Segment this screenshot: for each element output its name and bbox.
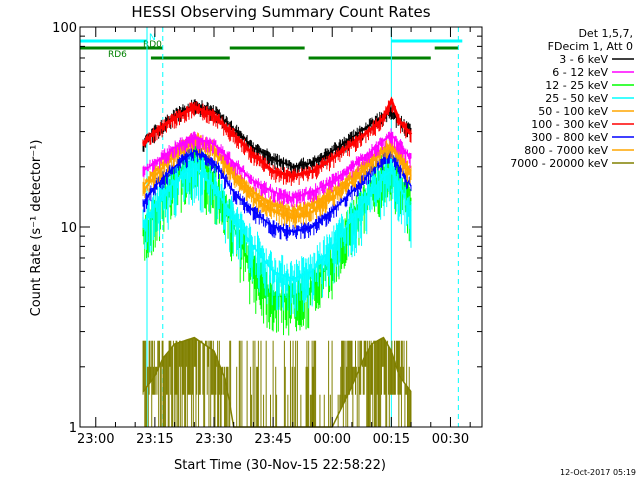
flag-bar-label: N bbox=[149, 33, 156, 43]
x-axis-ticks: 23:00 23:15 23:30 23:45 00:00 00:15 00:30 bbox=[77, 27, 471, 447]
legend-entry-label: 25 - 50 keV bbox=[545, 92, 608, 105]
flag-bar-label: RD6 bbox=[108, 50, 127, 60]
x-axis-label: Start Time (30-Nov-15 22:58:22) bbox=[174, 458, 386, 473]
legend-entry-label: 12 - 25 keV bbox=[545, 79, 608, 92]
legend-entry-label: 50 - 100 keV bbox=[538, 105, 608, 118]
chart-title: HESSI Observing Summary Count Rates bbox=[131, 3, 430, 21]
legend-entry-label: 7000 - 20000 keV bbox=[510, 157, 608, 170]
x-tick-label: 23:30 bbox=[195, 432, 232, 447]
series-band bbox=[142, 148, 412, 317]
x-tick-label: 23:15 bbox=[136, 432, 173, 447]
y-axis-ticks: 1 10 100 bbox=[52, 21, 482, 436]
legend-entry-label: 6 - 12 keV bbox=[552, 66, 608, 79]
x-tick-label: 23:00 bbox=[77, 432, 114, 447]
legend-header: FDecim 1, Att 0 bbox=[548, 40, 633, 53]
legend-entry-label: 3 - 6 keV bbox=[559, 53, 608, 66]
series-line bbox=[142, 150, 412, 233]
x-tick-label: 00:30 bbox=[432, 432, 469, 447]
series-band bbox=[141, 96, 413, 186]
x-tick-label: 23:45 bbox=[254, 432, 291, 447]
legend-entry-label: 100 - 300 keV bbox=[531, 118, 608, 131]
y-tick-label: 10 bbox=[60, 221, 77, 236]
flag-bar-label: RD0 bbox=[143, 40, 162, 50]
series-plot bbox=[141, 96, 413, 428]
series-line bbox=[141, 96, 413, 178]
series-band bbox=[142, 128, 412, 208]
series-line bbox=[142, 165, 412, 280]
x-tick-label: 00:00 bbox=[314, 432, 351, 447]
y-axis-label: Count Rate (s⁻¹ detector⁻¹) bbox=[29, 140, 44, 317]
x-tick-label: 00:15 bbox=[373, 432, 410, 447]
y-tick-label: 100 bbox=[52, 21, 77, 36]
legend-header: Det 1,5,7, bbox=[578, 27, 633, 40]
series-line bbox=[142, 133, 412, 199]
legend-entry-label: 300 - 800 keV bbox=[531, 131, 608, 144]
legend-entry-label: 800 - 7000 keV bbox=[524, 144, 608, 157]
y-tick-label: 1 bbox=[69, 421, 77, 436]
footer-timestamp: 12-Oct-2017 05:19 bbox=[560, 468, 636, 477]
